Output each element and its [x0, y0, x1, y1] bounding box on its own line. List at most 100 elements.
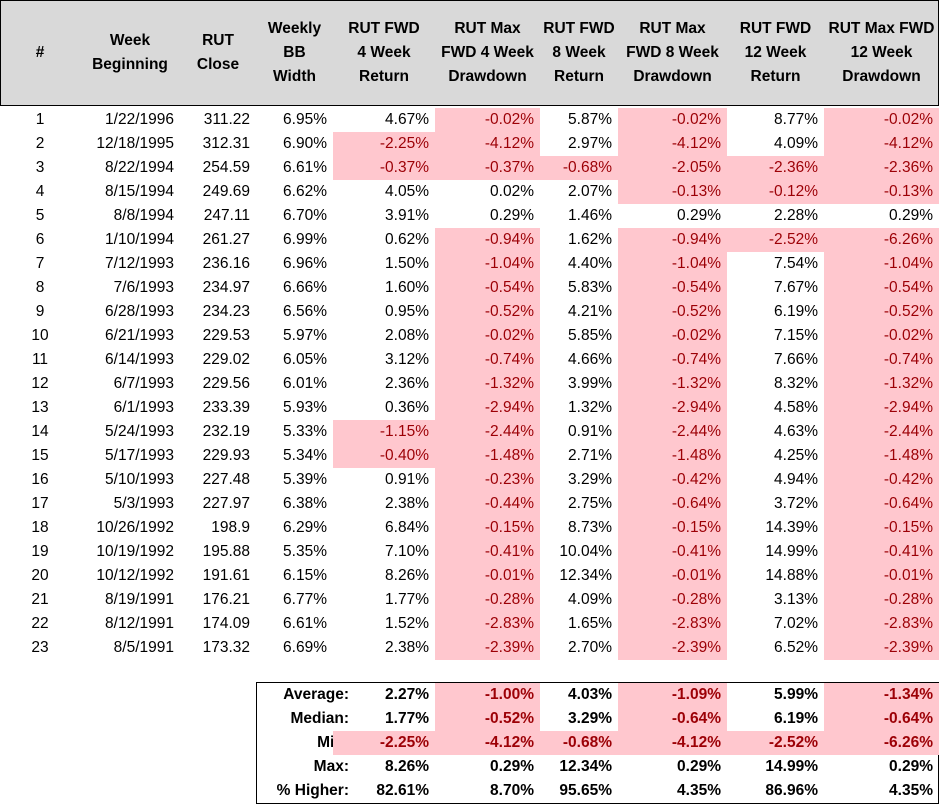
row-number: 18 [31, 519, 49, 536]
max-fwd12-drawdown: -1.48% [824, 444, 939, 468]
rut-close: 261.27 [202, 231, 250, 248]
fwd12-return: 6.19% [774, 303, 818, 320]
week-beginning: 6/1/1993 [113, 399, 174, 416]
fwd4-return: -0.37% [333, 156, 435, 180]
summary-max-fwd4-drawdown: -1.00% [435, 683, 540, 707]
max-fwd4-drawdown: -0.41% [435, 540, 540, 564]
hdr-max-fwd12-drawdown: RUT Max FWD 12 Week Drawdown [824, 0, 939, 106]
max-fwd8-drawdown: -0.52% [618, 300, 727, 324]
fwd4-return: 0.62% [385, 231, 429, 248]
week-beginning: 8/15/1994 [105, 183, 174, 200]
hdr-bb-width: Weekly BB Width [256, 0, 333, 106]
fwd12-return: 14.88% [765, 567, 818, 584]
row-number: 13 [31, 399, 49, 416]
summary-max-fwd12-drawdown: 0.29% [889, 758, 933, 775]
row-number: 14 [31, 423, 49, 440]
bb-width: 6.77% [283, 591, 327, 608]
fwd8-return: 4.21% [568, 303, 612, 320]
rut-close: 312.31 [202, 135, 250, 152]
summary-max-fwd4-drawdown: 8.70% [490, 782, 534, 799]
max-fwd4-drawdown: -4.12% [435, 132, 540, 156]
rut-close: 233.39 [202, 399, 250, 416]
max-fwd12-drawdown: -0.74% [824, 348, 939, 372]
header-bottom-border [0, 105, 939, 106]
hdr-rut-close: RUT Close [180, 0, 256, 106]
bb-width: 6.61% [283, 159, 327, 176]
summary-fwd8-return: 95.65% [559, 782, 612, 799]
row-number: 12 [31, 375, 49, 392]
max-fwd12-drawdown: -4.12% [824, 132, 939, 156]
row-number: 1 [35, 111, 45, 128]
row-number: 4 [35, 183, 45, 200]
fwd8-return: 5.83% [568, 279, 612, 296]
max-fwd8-drawdown: -0.54% [618, 276, 727, 300]
fwd12-return: 8.32% [774, 375, 818, 392]
fwd4-return: 0.36% [385, 399, 429, 416]
summary-max-fwd8-drawdown: -1.09% [618, 683, 727, 707]
max-fwd4-drawdown: -1.04% [435, 252, 540, 276]
summary-max-fwd12-drawdown: -6.26% [824, 731, 939, 755]
row-number: 3 [35, 159, 45, 176]
fwd12-return: -0.12% [727, 180, 824, 204]
summary-fwd4-return: 2.27% [385, 686, 429, 703]
summary-top-border [256, 682, 939, 683]
summary-fwd12-return: 5.99% [774, 686, 818, 703]
rut-close: 229.93 [202, 447, 250, 464]
fwd8-return: 3.29% [568, 471, 612, 488]
bb-width: 6.56% [283, 303, 327, 320]
max-fwd12-drawdown: -2.83% [824, 612, 939, 636]
week-beginning: 5/24/1993 [105, 423, 174, 440]
max-fwd8-drawdown: -2.39% [618, 636, 727, 660]
max-fwd4-drawdown: -1.48% [435, 444, 540, 468]
max-fwd12-drawdown: -0.41% [824, 540, 939, 564]
fwd4-return: 3.12% [385, 351, 429, 368]
row-number: 20 [31, 567, 49, 584]
rut-close: 227.48 [202, 471, 250, 488]
fwd4-return: 4.05% [385, 183, 429, 200]
fwd8-return: 1.46% [568, 207, 612, 224]
summary-max-fwd12-drawdown: -1.34% [824, 683, 939, 707]
fwd8-return: 2.71% [568, 447, 612, 464]
max-fwd4-drawdown: -0.01% [435, 564, 540, 588]
max-fwd12-drawdown: -2.94% [824, 396, 939, 420]
max-fwd8-drawdown: -0.02% [618, 108, 727, 132]
summary-max-fwd4-drawdown: -4.12% [435, 731, 540, 755]
bb-width: 5.97% [283, 327, 327, 344]
max-fwd8-drawdown: -0.41% [618, 540, 727, 564]
week-beginning: 1/10/1994 [105, 231, 174, 248]
max-fwd4-drawdown: 0.29% [490, 207, 534, 224]
rut-close: 234.23 [202, 303, 250, 320]
summary-label: Median: [290, 710, 349, 727]
week-beginning: 5/3/1993 [113, 495, 174, 512]
summary-max-fwd4-drawdown: -0.52% [435, 707, 540, 731]
max-fwd12-drawdown: -2.39% [824, 636, 939, 660]
rut-close: 234.97 [202, 279, 250, 296]
bb-width: 6.66% [283, 279, 327, 296]
fwd8-return: -0.68% [540, 156, 618, 180]
bb-width: 6.15% [283, 567, 327, 584]
week-beginning: 10/19/1992 [96, 543, 174, 560]
row-number: 21 [31, 591, 49, 608]
max-fwd12-drawdown: -1.32% [824, 372, 939, 396]
fwd12-return: 4.25% [774, 447, 818, 464]
summary-label: Average: [283, 686, 349, 703]
max-fwd8-drawdown: -1.04% [618, 252, 727, 276]
fwd8-return: 2.75% [568, 495, 612, 512]
max-fwd8-drawdown: -0.64% [618, 492, 727, 516]
fwd4-return: 1.77% [385, 591, 429, 608]
summary-fwd8-return: 3.29% [568, 710, 612, 727]
max-fwd4-drawdown: -0.37% [435, 156, 540, 180]
week-beginning: 7/12/1993 [105, 255, 174, 272]
fwd8-return: 3.99% [568, 375, 612, 392]
max-fwd12-drawdown: -2.36% [824, 156, 939, 180]
summary-left-border [256, 682, 257, 804]
summary-fwd12-return: 6.19% [774, 710, 818, 727]
hdr-fwd12-return: RUT FWD 12 Week Return [727, 0, 824, 106]
max-fwd4-drawdown: -2.39% [435, 636, 540, 660]
max-fwd4-drawdown: -0.28% [435, 588, 540, 612]
bb-width: 6.38% [283, 495, 327, 512]
summary-fwd4-return: -2.25% [333, 731, 435, 755]
rut-close: 247.11 [203, 207, 250, 224]
row-number: 10 [31, 327, 49, 344]
